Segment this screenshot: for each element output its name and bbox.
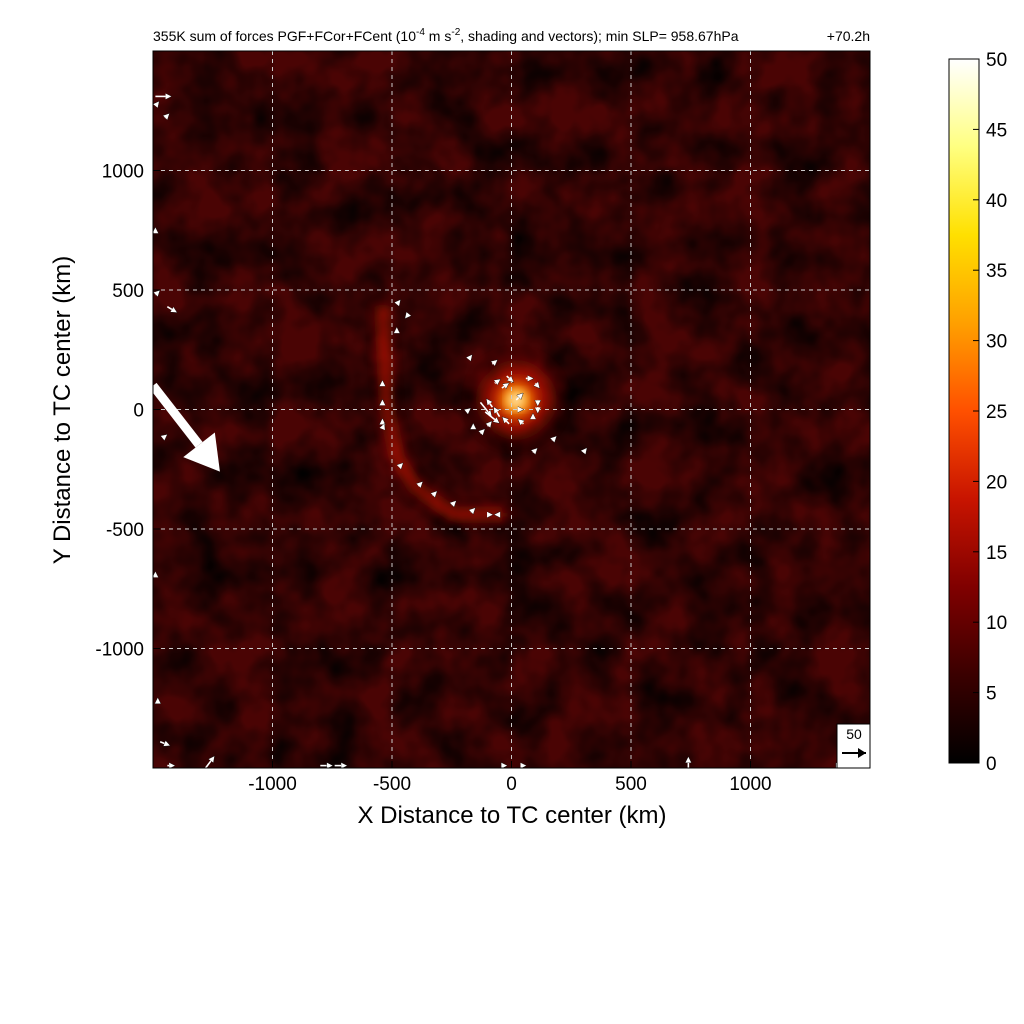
- x-tick-label: 1000: [729, 774, 771, 795]
- force-vector: [155, 292, 157, 294]
- y-tick-label: 500: [112, 281, 144, 302]
- colorbar-tick-label: 30: [986, 332, 1007, 353]
- force-vector: [515, 395, 521, 401]
- force-vector: [479, 401, 490, 414]
- force-vector: [488, 401, 494, 408]
- large-vector-head: [183, 432, 220, 472]
- colorbar-tick-label: 40: [986, 191, 1007, 212]
- force-vector: [504, 419, 510, 425]
- force-vector: [159, 742, 167, 745]
- force-vector: [492, 362, 495, 364]
- force-vector: [155, 104, 157, 106]
- colorbar-tick-label: 0: [986, 754, 997, 775]
- force-vector: [165, 116, 167, 118]
- colorbar-tick-label: 35: [986, 261, 1007, 282]
- colorbar-tick-label: 10: [986, 613, 1007, 634]
- colorbar-tick-label: 5: [986, 684, 997, 705]
- large-vector: [153, 382, 220, 472]
- y-axis: 1000 500 0 -500 -1000: [95, 162, 160, 661]
- y-tick-label: -500: [106, 520, 144, 541]
- colorbar-tick-label: 15: [986, 543, 1007, 564]
- force-vector: [471, 510, 473, 512]
- large-vector-shaft: [153, 382, 203, 448]
- force-vector: [382, 426, 383, 428]
- force-vector: [163, 436, 165, 438]
- force-vector: [466, 410, 468, 412]
- force-vector: [204, 758, 213, 768]
- x-tick-label: -500: [373, 774, 411, 795]
- colorbar-tick-label: 20: [986, 472, 1007, 493]
- force-vector: [495, 381, 498, 383]
- reference-vector-box: [836, 723, 871, 769]
- force-vector: [397, 302, 399, 304]
- force-vector: [407, 314, 409, 316]
- force-vector: [480, 431, 482, 433]
- plot-area: [153, 51, 870, 768]
- force-vectors: [155, 96, 839, 768]
- x-tick-label: 0: [506, 774, 517, 795]
- reference-vector-label: 50: [846, 726, 862, 742]
- force-vector: [399, 465, 401, 467]
- x-axis-title: X Distance to TC center (km): [358, 802, 667, 829]
- spiral-band: [377, 304, 507, 520]
- x-axis: -1000 -500 0 500 1000: [248, 761, 772, 795]
- time-label: +70.2h: [827, 28, 870, 44]
- force-vector: [166, 306, 174, 311]
- y-axis-title: Y Distance to TC center (km): [49, 256, 76, 565]
- force-vector: [533, 450, 535, 452]
- x-tick-label: 500: [615, 774, 647, 795]
- force-vector: [506, 375, 512, 380]
- force-vector: [468, 357, 470, 359]
- chart-title: 355K sum of forces PGF+FCor+FCent (10-4 …: [153, 27, 739, 44]
- force-vector: [418, 484, 420, 486]
- force-vector: [552, 438, 554, 440]
- force-vector: [501, 385, 507, 388]
- reference-vector: 50: [836, 723, 871, 769]
- force-vector: [495, 410, 501, 418]
- force-vector: [488, 423, 490, 426]
- force-vector: [484, 411, 497, 422]
- force-vector: [433, 493, 435, 495]
- x-tick-label: -1000: [248, 774, 297, 795]
- y-tick-label: 0: [133, 401, 144, 422]
- colorbar-tick-label: 25: [986, 402, 1007, 423]
- force-vector: [520, 421, 523, 424]
- y-tick-label: -1000: [95, 640, 144, 661]
- y-tick-label: 1000: [102, 162, 144, 183]
- force-vector: [535, 383, 537, 386]
- colorbar-tick-label: 50: [986, 50, 1007, 71]
- force-vector: [583, 450, 585, 452]
- colorbar-tick-label: 45: [986, 120, 1007, 141]
- force-vector: [452, 503, 454, 505]
- reference-arrow-head: [858, 748, 866, 758]
